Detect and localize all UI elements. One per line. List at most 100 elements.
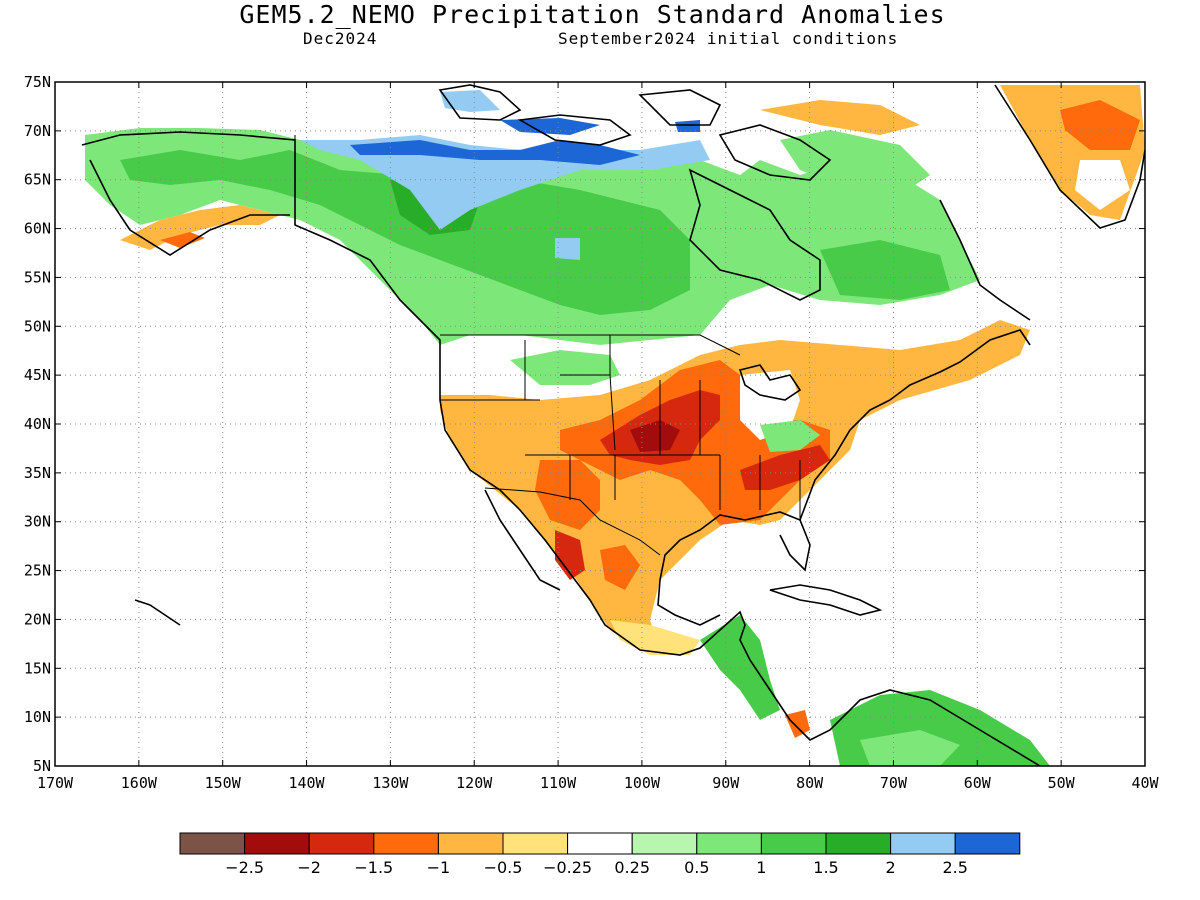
colorbar-swatch (825, 832, 892, 855)
colorbar-label: −0.25 (543, 858, 592, 877)
lon-label: 80W (796, 774, 824, 792)
hudson-wet (820, 240, 950, 300)
bering-alaska (89, 159, 290, 256)
arctic-orange (760, 100, 920, 135)
lon-label: 60W (964, 774, 992, 792)
arctic-islands-3 (638, 89, 722, 126)
baja (484, 489, 561, 591)
colorbar-label: −2.5 (225, 858, 264, 877)
alaska-dry-core (160, 232, 205, 248)
hudson-bay (688, 168, 821, 301)
latitude-axis: 75N 70N 65N 60N 55N 50N 45N 40N 35N 30N 25N 20N 15N 1… (24, 73, 1145, 775)
arctic-blue-3 (675, 120, 700, 132)
colorbar-swatch (502, 832, 569, 855)
central-america-dry (785, 710, 810, 738)
anomaly-fill-layer (85, 85, 1145, 766)
colorbar-label: 2.5 (942, 858, 967, 877)
southeast-dry-red (740, 445, 830, 490)
colorbar-label: −0.5 (484, 858, 523, 877)
colorbar-label: −2 (297, 858, 321, 877)
us-dry-dark (630, 420, 680, 452)
greenland-dry-core (1060, 100, 1140, 150)
lon-label: 140W (288, 774, 325, 792)
alaska-coast (81, 131, 1041, 766)
florida-coast (744, 511, 811, 572)
colorbar-swatch (308, 832, 375, 855)
greenland-white (1075, 160, 1130, 210)
mexico-dry-orange (600, 545, 640, 590)
colorbar-swatch (437, 832, 504, 855)
arctic-islands-1 (438, 84, 522, 121)
great-lakes (738, 364, 802, 401)
lon-label: 130W (372, 774, 409, 792)
lon-label: 120W (456, 774, 493, 792)
colorbar-labels: −2.5 −2 −1.5 −1 −0.5 −0.25 0.25 0.5 1 1.5 2 2.5 (225, 858, 968, 877)
mexico-dry-red (555, 530, 585, 580)
initial-conditions: September2024 initial conditions (558, 29, 899, 48)
quebec-wet (780, 130, 930, 195)
lat-label: 75N (24, 73, 51, 91)
colorbar-label: −1 (427, 858, 451, 877)
lon-label: 70W (880, 774, 908, 792)
baffin (718, 124, 832, 181)
lat-label: 50N (24, 317, 51, 335)
lat-label: 35N (24, 464, 51, 482)
longitude-axis: 170W 160W 150W 140W 130W 120W 110W 100W 90W 80W 70… (37, 82, 1160, 792)
arctic-blue-1 (350, 140, 640, 165)
colorbar-label: −1.5 (354, 858, 393, 877)
colorbar-swatch (567, 832, 633, 855)
lat-label: 60N (24, 220, 51, 238)
colorbar-swatch (890, 832, 956, 855)
political-borders (294, 135, 801, 556)
lat-label: 45N (24, 366, 51, 384)
colorbar-swatch (631, 832, 698, 855)
lon-label: 170W (37, 774, 74, 792)
arctic-islands-2 (517, 114, 632, 146)
lat-label: 30N (24, 513, 51, 531)
colorbar-swatch (760, 832, 827, 855)
lon-label: 50W (1048, 774, 1076, 792)
labrador-coast (939, 199, 1031, 321)
colorbar-label: 1.5 (813, 858, 838, 877)
colorbar-label: 2 (886, 858, 896, 877)
lon-label: 40W (1131, 774, 1159, 792)
mexico-dry-light (610, 620, 700, 655)
colorbar (179, 832, 1021, 855)
colorbar-swatch (373, 832, 439, 855)
colorbar-swatch (696, 832, 762, 855)
colorbar-label: 0.25 (614, 858, 650, 877)
lat-label: 25N (24, 562, 51, 580)
lon-label: 110W (540, 774, 577, 792)
colorbar-label: 1 (756, 858, 766, 877)
lon-label: 160W (121, 774, 158, 792)
northeast-wet (760, 420, 820, 452)
arctic-light-blue-2 (440, 90, 500, 112)
cuba (769, 584, 883, 616)
canada-wet-core (120, 150, 690, 315)
texas-dry-orange (535, 460, 600, 530)
colorbar-swatch (954, 832, 1021, 855)
us-mexico-border (484, 487, 661, 556)
lon-label: 150W (205, 774, 242, 792)
gulf-coast (657, 514, 746, 626)
state-lines-1 (440, 335, 801, 520)
map-title: GEM5.2_NEMO Precipitation Standard Anoma… (239, 0, 946, 29)
colorbar-swatch (244, 832, 310, 855)
east-coast (799, 329, 1031, 521)
forecast-month: Dec2024 (303, 29, 378, 48)
lat-label: 70N (24, 122, 51, 140)
lat-label: 55N (24, 268, 51, 286)
lon-label: 100W (624, 774, 661, 792)
plains-green (510, 350, 620, 385)
lat-label: 5N (33, 757, 51, 775)
us-canada-border (440, 334, 741, 356)
central-america-wet (700, 615, 780, 720)
alaska-dry (120, 205, 280, 250)
hudson-blue (555, 238, 580, 260)
lat-label: 65N (24, 171, 51, 189)
colorbar-label: 0.5 (684, 858, 709, 877)
colorbar-swatch (179, 832, 246, 855)
south-america-light (860, 730, 960, 766)
lon-label: 90W (712, 774, 740, 792)
